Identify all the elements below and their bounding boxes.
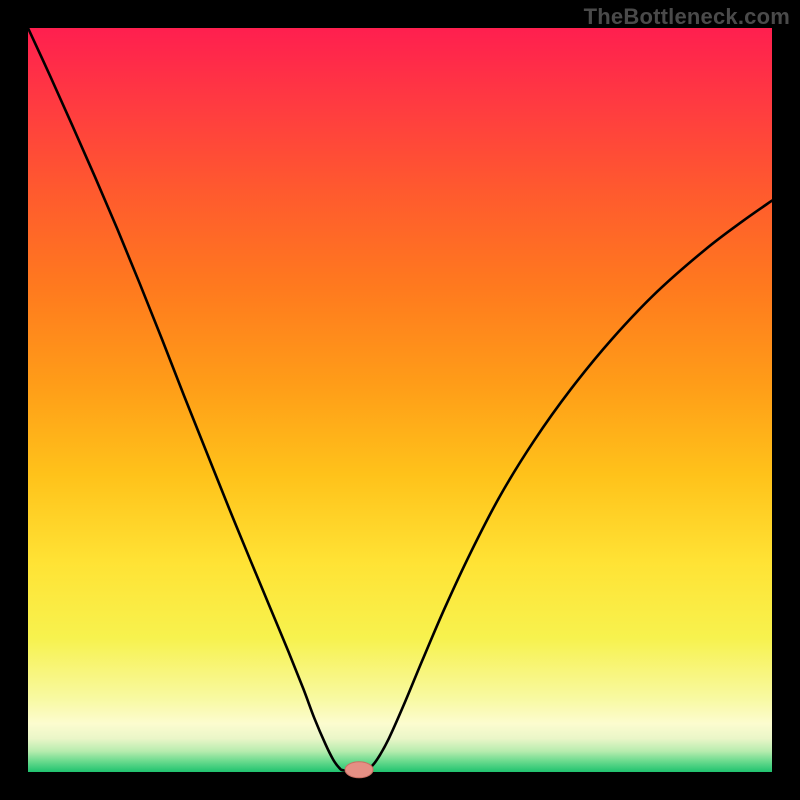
bottleneck-curve-chart: [0, 0, 800, 800]
optimal-point-marker: [345, 762, 373, 778]
watermark-text: TheBottleneck.com: [584, 4, 790, 30]
plot-area: [28, 28, 772, 772]
